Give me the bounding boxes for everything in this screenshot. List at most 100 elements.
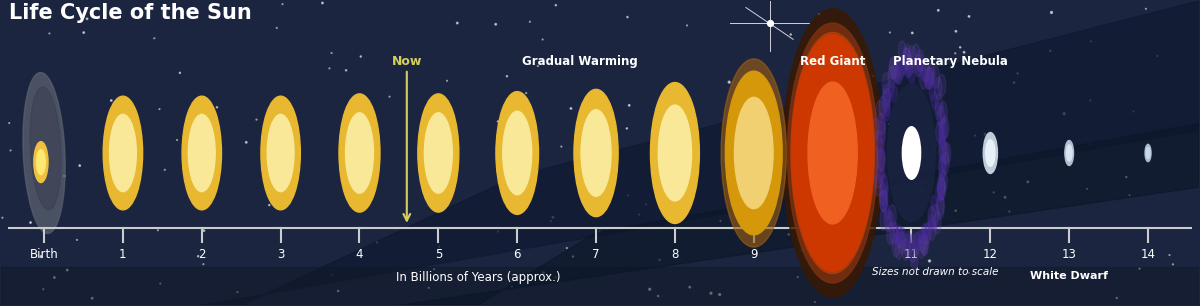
Circle shape — [938, 156, 946, 178]
Circle shape — [787, 23, 877, 283]
Circle shape — [908, 67, 914, 84]
Point — [800, 224, 820, 229]
Circle shape — [920, 233, 928, 255]
Circle shape — [905, 61, 911, 78]
Circle shape — [895, 62, 902, 84]
Point — [960, 14, 979, 19]
Circle shape — [936, 184, 942, 202]
Point — [710, 218, 730, 223]
Point — [193, 143, 212, 148]
Circle shape — [875, 166, 882, 188]
Point — [793, 248, 812, 252]
Circle shape — [902, 239, 910, 261]
Circle shape — [888, 211, 894, 228]
Point — [751, 76, 770, 81]
Point — [448, 21, 467, 25]
Circle shape — [874, 146, 881, 168]
Circle shape — [922, 61, 930, 83]
Circle shape — [901, 57, 907, 74]
Circle shape — [888, 66, 895, 88]
Circle shape — [911, 248, 918, 270]
Circle shape — [925, 72, 931, 89]
Circle shape — [898, 232, 906, 254]
Circle shape — [938, 145, 944, 162]
Point — [630, 212, 649, 217]
Circle shape — [985, 140, 995, 166]
Circle shape — [878, 138, 884, 155]
Point — [74, 30, 94, 35]
Circle shape — [346, 113, 373, 193]
Point — [1163, 262, 1182, 267]
Circle shape — [920, 63, 926, 81]
Circle shape — [871, 118, 880, 140]
Circle shape — [338, 94, 380, 212]
Point — [528, 64, 547, 69]
Point — [168, 138, 187, 143]
Circle shape — [925, 67, 932, 89]
Circle shape — [188, 114, 215, 192]
Point — [34, 287, 53, 292]
Point — [494, 200, 514, 205]
Point — [155, 167, 174, 172]
Circle shape — [884, 88, 890, 106]
Point — [853, 150, 872, 155]
Circle shape — [889, 205, 896, 226]
Point — [516, 91, 535, 95]
Point — [890, 176, 910, 181]
Circle shape — [916, 59, 922, 76]
Point — [1147, 54, 1166, 58]
Circle shape — [904, 235, 911, 256]
Circle shape — [888, 84, 935, 222]
Point — [1108, 296, 1127, 300]
Point — [947, 29, 966, 34]
Circle shape — [917, 54, 923, 72]
Point — [680, 285, 700, 289]
Point — [361, 122, 380, 127]
Circle shape — [940, 167, 946, 184]
Point — [902, 31, 922, 35]
Point — [544, 215, 563, 220]
Point — [781, 163, 800, 168]
Circle shape — [109, 114, 137, 192]
Circle shape — [889, 57, 898, 79]
Point — [826, 258, 845, 263]
Point — [650, 257, 670, 262]
Point — [590, 229, 610, 234]
Point — [145, 36, 164, 41]
Point — [1008, 71, 1027, 76]
Point — [336, 68, 355, 73]
Circle shape — [919, 231, 926, 253]
Point — [946, 51, 965, 56]
Circle shape — [938, 137, 947, 159]
Circle shape — [878, 147, 884, 165]
Point — [78, 16, 97, 21]
Circle shape — [937, 106, 944, 127]
Point — [841, 86, 860, 91]
Circle shape — [902, 127, 920, 179]
Text: 1: 1 — [119, 248, 127, 261]
Point — [701, 291, 720, 296]
Point — [322, 50, 341, 55]
Point — [170, 70, 190, 75]
Circle shape — [908, 45, 916, 67]
Circle shape — [900, 227, 906, 244]
Circle shape — [935, 103, 941, 120]
Circle shape — [892, 60, 900, 82]
Point — [924, 147, 943, 151]
Point — [805, 300, 824, 304]
Point — [259, 203, 278, 207]
Text: 7: 7 — [593, 248, 600, 261]
Circle shape — [425, 113, 452, 193]
Point — [150, 107, 169, 112]
Circle shape — [881, 175, 888, 196]
Point — [503, 284, 522, 289]
Point — [965, 133, 984, 138]
Circle shape — [899, 62, 905, 79]
Point — [436, 166, 455, 170]
Point — [926, 143, 946, 148]
Circle shape — [910, 240, 917, 262]
Point — [557, 246, 576, 251]
Circle shape — [934, 212, 941, 234]
Circle shape — [892, 86, 898, 103]
Text: 14: 14 — [1140, 248, 1156, 261]
